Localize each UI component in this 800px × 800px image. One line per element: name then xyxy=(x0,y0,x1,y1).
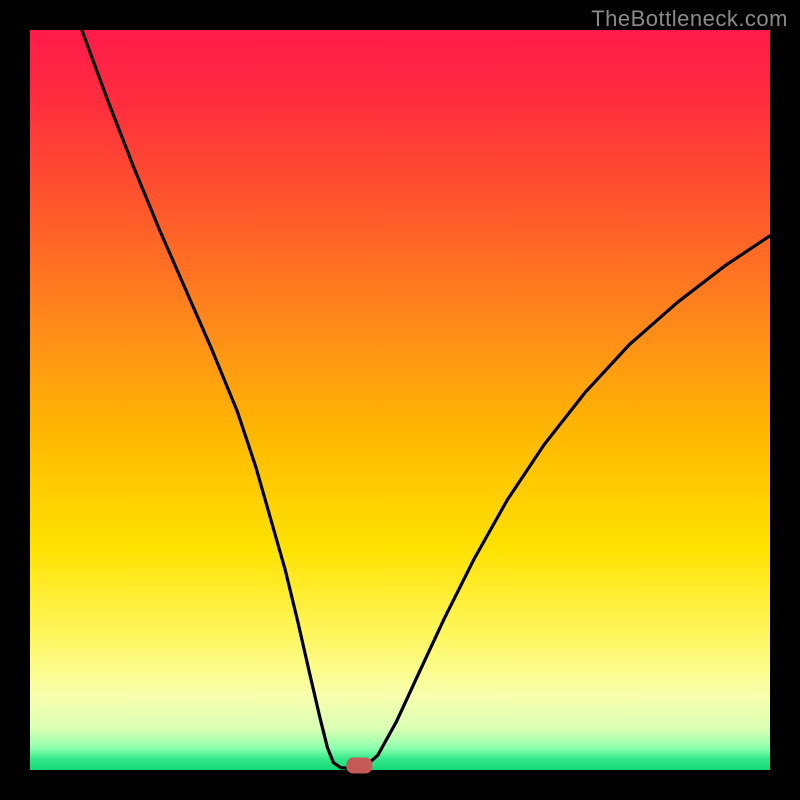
watermark-text: TheBottleneck.com xyxy=(591,6,788,32)
chart-frame: TheBottleneck.com xyxy=(0,0,800,800)
bottleneck-chart xyxy=(0,0,800,800)
plot-background xyxy=(30,30,770,770)
optimal-marker xyxy=(346,758,372,774)
